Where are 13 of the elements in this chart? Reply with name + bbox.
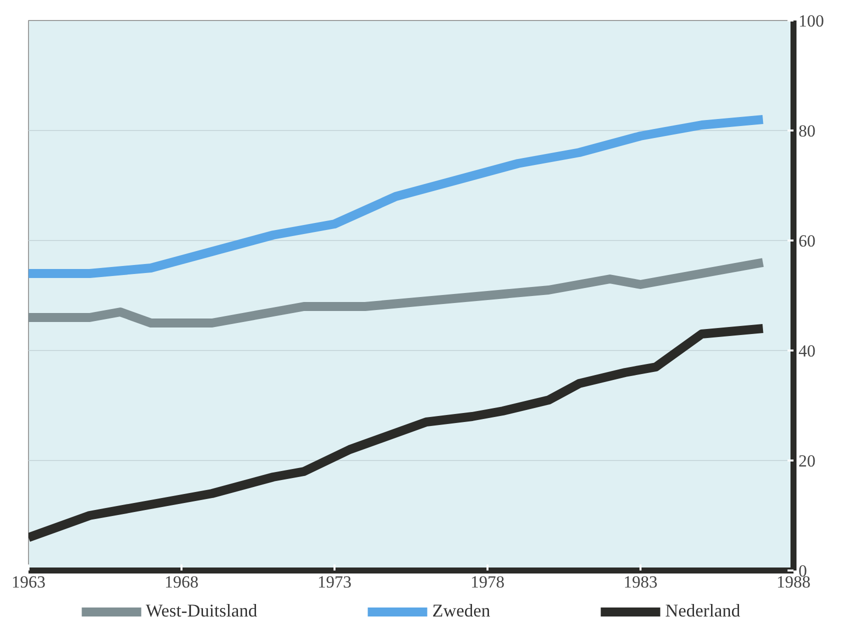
y-tick-label: 80	[798, 122, 816, 140]
x-tick-label: 1968	[164, 572, 198, 592]
x-tick-label: 1983	[624, 572, 658, 592]
legend-label: Zweden	[432, 600, 490, 622]
x-tick-label: 1973	[318, 572, 352, 592]
y-tick-label: 20	[798, 452, 816, 470]
y-tick-label: 60	[798, 232, 816, 250]
legend-label: Nederland	[665, 600, 740, 622]
y-tick-label: 100	[798, 12, 824, 30]
y-tick-label: 40	[798, 342, 816, 360]
x-tick-label: 1978	[470, 572, 504, 592]
legend-label: West-Duitsland	[146, 600, 258, 622]
x-tick-label: 1963	[12, 572, 46, 592]
